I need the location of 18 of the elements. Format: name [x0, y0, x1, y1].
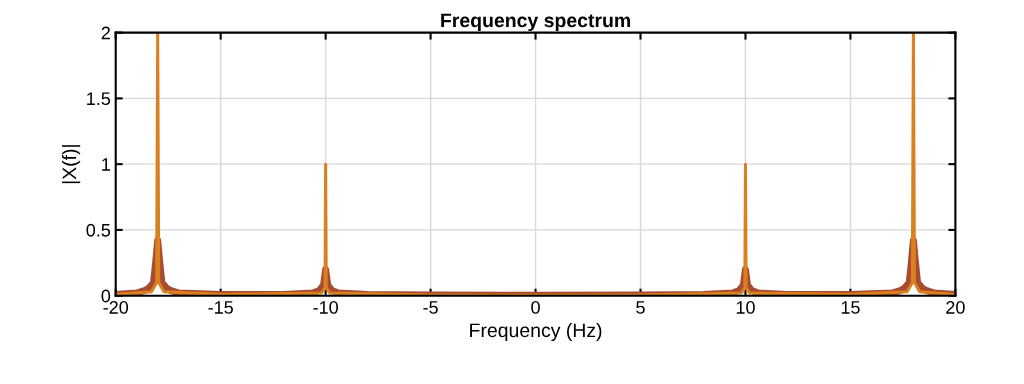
y-tick-label: 2 — [101, 26, 110, 40]
x-tick-label: 10 — [736, 301, 755, 314]
y-tick-label: 1.5 — [87, 92, 111, 106]
x-tick-label: -5 — [423, 301, 438, 314]
chart-title: Frequency spectrum — [441, 13, 630, 32]
x-tick-label: 5 — [636, 301, 645, 314]
y-tick-label: 1 — [102, 158, 110, 171]
x-tick-label: -15 — [208, 301, 233, 314]
x-tick-label: 0 — [531, 301, 540, 314]
y-axis-title: |X(f)| — [61, 145, 81, 184]
x-tick-label: -20 — [103, 301, 129, 314]
y-tick-label: 0.5 — [86, 223, 111, 237]
line-series — [115, 32, 956, 296]
x-axis-title: Frequency (Hz) — [470, 322, 602, 342]
y-tick-label: 0 — [101, 289, 111, 303]
x-tick-label: -10 — [313, 301, 338, 314]
x-tick-label: 20 — [946, 301, 965, 314]
x-tick-label: 15 — [841, 301, 860, 314]
